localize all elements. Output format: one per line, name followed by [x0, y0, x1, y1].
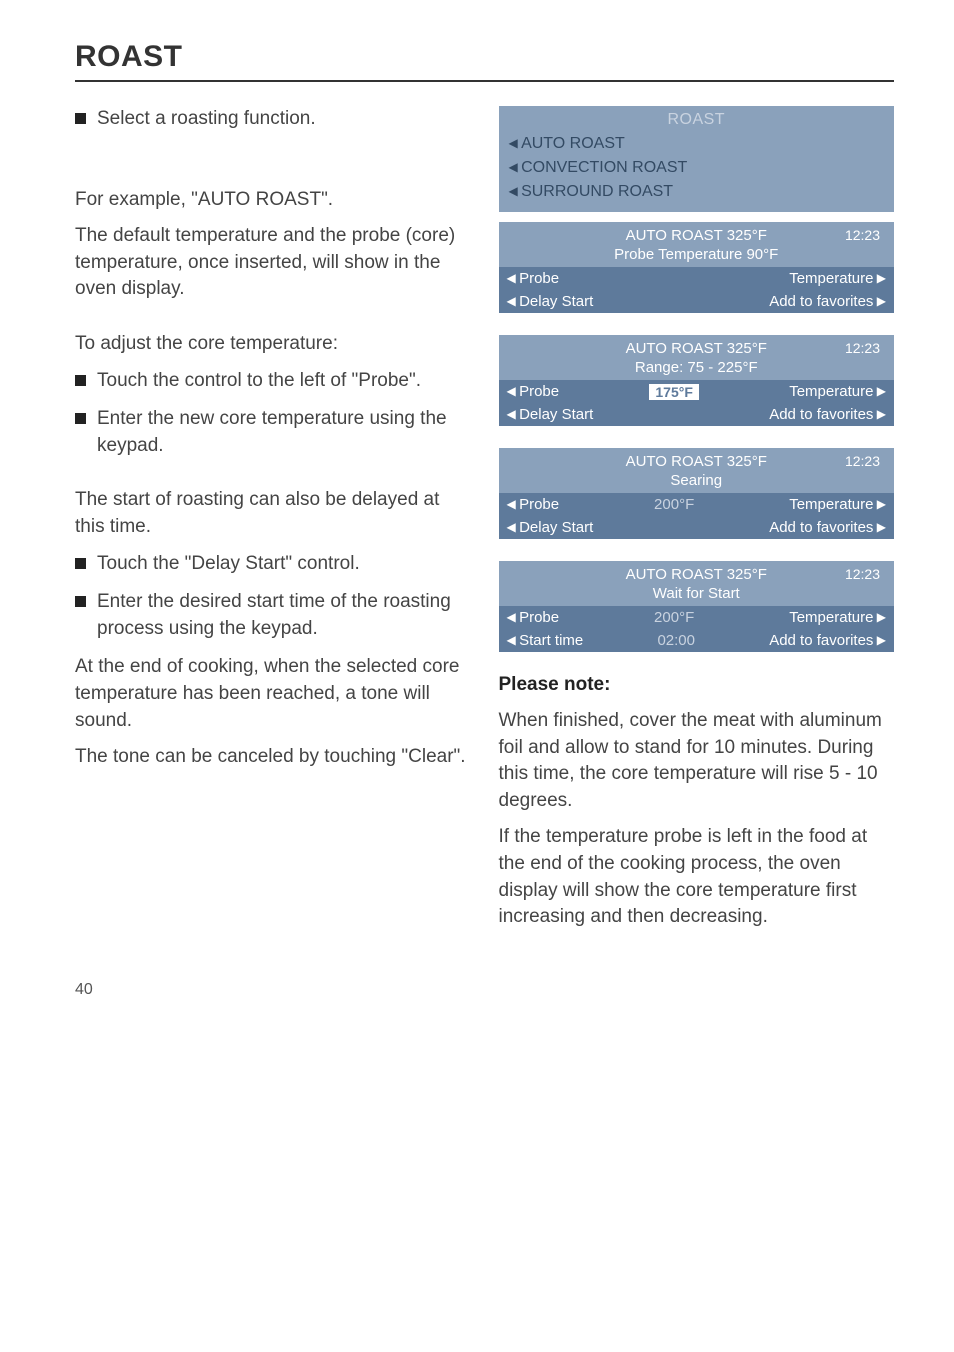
step-list-1: Select a roasting function.	[75, 106, 471, 133]
display-panel: AUTO ROAST 325°F12:23Range: 75 - 225°FPr…	[499, 335, 895, 426]
panel-subtext: Searing	[499, 470, 895, 493]
page-number: 40	[75, 981, 894, 999]
panel-option-right[interactable]: Add to favorites	[769, 632, 886, 649]
panel-value: 200°F	[648, 496, 700, 513]
panel-subtext: Probe Temperature 90°F	[499, 244, 895, 267]
step-enter-core: Enter the new core temperature using the…	[75, 406, 471, 459]
text-default-temp: The default temperature and the probe (c…	[75, 223, 471, 303]
panel-option-row: Probe 175°F Temperature	[499, 380, 895, 403]
display-panel-stack: AUTO ROAST 325°F12:23Probe Temperature 9…	[499, 222, 895, 652]
text-cancel-tone: The tone can be canceled by touching "Cl…	[75, 744, 471, 771]
panel-option-row: Start time 02:00 Add to favorites	[499, 629, 895, 652]
note-paragraph-2: If the temperature probe is left in the …	[499, 824, 895, 930]
panel-option-right[interactable]: Add to favorites	[769, 293, 886, 310]
panel-option-row: Delay Start Add to favorites	[499, 403, 895, 426]
panel-subtext: Wait for Start	[499, 583, 895, 606]
panel-clock: 12:23	[832, 340, 880, 356]
panel-option-right[interactable]: Temperature	[789, 609, 886, 626]
page-title: ROAST	[75, 40, 894, 74]
panel-status-row: AUTO ROAST 325°F12:23	[499, 448, 895, 470]
left-column: Select a roasting function. For example,…	[75, 106, 471, 941]
display-panel-menu: ROASTAUTO ROASTCONVECTION ROASTSURROUND …	[499, 106, 895, 212]
panel-menu-list: AUTO ROASTCONVECTION ROASTSURROUND ROAST	[499, 132, 895, 212]
panel-mode-text: AUTO ROAST 325°F	[561, 453, 833, 470]
panel-status-row: AUTO ROAST 325°F12:23	[499, 335, 895, 357]
note-heading: Please note:	[499, 674, 895, 696]
panel-option-row: Probe 200°F Temperature	[499, 606, 895, 629]
panel-value: 02:00	[651, 632, 701, 649]
panel-option-left[interactable]: Probe	[507, 496, 560, 513]
panel-option-left[interactable]: Delay Start	[507, 406, 594, 423]
panel-option-left[interactable]: Delay Start	[507, 293, 594, 310]
step-touch-probe: Touch the control to the left of "Probe"…	[75, 368, 471, 395]
panel-option-row: Delay Start Add to favorites	[499, 516, 895, 539]
step-enter-start: Enter the desired start time of the roas…	[75, 589, 471, 642]
panel-option-left[interactable]: Start time	[507, 632, 584, 649]
panel-value-chip: 175°F	[649, 384, 699, 400]
panel-menu-item[interactable]: AUTO ROAST	[509, 132, 885, 156]
panel-status-row: AUTO ROAST 325°F12:23	[499, 222, 895, 244]
panel-option-right[interactable]: Temperature	[789, 270, 886, 287]
note-paragraph-1: When finished, cover the meat with alumi…	[499, 708, 895, 814]
panel-option-right[interactable]: Temperature	[789, 496, 886, 513]
panel-option-row: Probe 200°F Temperature	[499, 493, 895, 516]
text-adjust-core: To adjust the core temperature:	[75, 331, 471, 358]
panel-subtext: Range: 75 - 225°F	[499, 357, 895, 380]
panel-mode-text: AUTO ROAST 325°F	[561, 227, 833, 244]
panel-menu-title: ROAST	[499, 106, 895, 132]
display-panel: AUTO ROAST 325°F12:23Probe Temperature 9…	[499, 222, 895, 313]
panel-option-right[interactable]: Add to favorites	[769, 406, 886, 423]
panel-option-row: Probe Temperature	[499, 267, 895, 290]
panel-option-row: Delay Start Add to favorites	[499, 290, 895, 313]
panel-option-left[interactable]: Delay Start	[507, 519, 594, 536]
panel-clock: 12:23	[832, 227, 880, 243]
step-select-function: Select a roasting function.	[75, 106, 471, 133]
panel-clock: 12:23	[832, 566, 880, 582]
panel-option-left[interactable]: Probe	[507, 383, 560, 400]
step-list-2: Touch the control to the left of "Probe"…	[75, 368, 471, 460]
panel-option-left[interactable]: Probe	[507, 270, 560, 287]
panel-mode-text: AUTO ROAST 325°F	[561, 566, 833, 583]
display-panel: AUTO ROAST 325°F12:23Wait for StartProbe…	[499, 561, 895, 652]
step-touch-delay: Touch the "Delay Start" control.	[75, 551, 471, 578]
panel-menu-item[interactable]: SURROUND ROAST	[509, 180, 885, 204]
step-list-3: Touch the "Delay Start" control.	[75, 551, 471, 578]
right-column: ROASTAUTO ROASTCONVECTION ROASTSURROUND …	[499, 106, 895, 941]
text-example: For example, "AUTO ROAST".	[75, 187, 471, 214]
panel-option-right[interactable]: Temperature	[789, 383, 886, 400]
text-delay-intro: The start of roasting can also be delaye…	[75, 487, 471, 540]
step-list-4: Enter the desired start time of the roas…	[75, 589, 471, 642]
display-panel: AUTO ROAST 325°F12:23Searing Probe 200°F Te…	[499, 448, 895, 539]
page-header: ROAST	[75, 40, 894, 82]
panel-menu-item[interactable]: CONVECTION ROAST	[509, 156, 885, 180]
panel-option-left[interactable]: Probe	[507, 609, 560, 626]
panel-value: 200°F	[648, 609, 700, 626]
panel-status-row: AUTO ROAST 325°F12:23	[499, 561, 895, 583]
panel-clock: 12:23	[832, 453, 880, 469]
text-end-cooking: At the end of cooking, when the selected…	[75, 654, 471, 734]
content-columns: Select a roasting function. For example,…	[75, 106, 894, 941]
panel-mode-text: AUTO ROAST 325°F	[561, 340, 833, 357]
panel-option-right[interactable]: Add to favorites	[769, 519, 886, 536]
